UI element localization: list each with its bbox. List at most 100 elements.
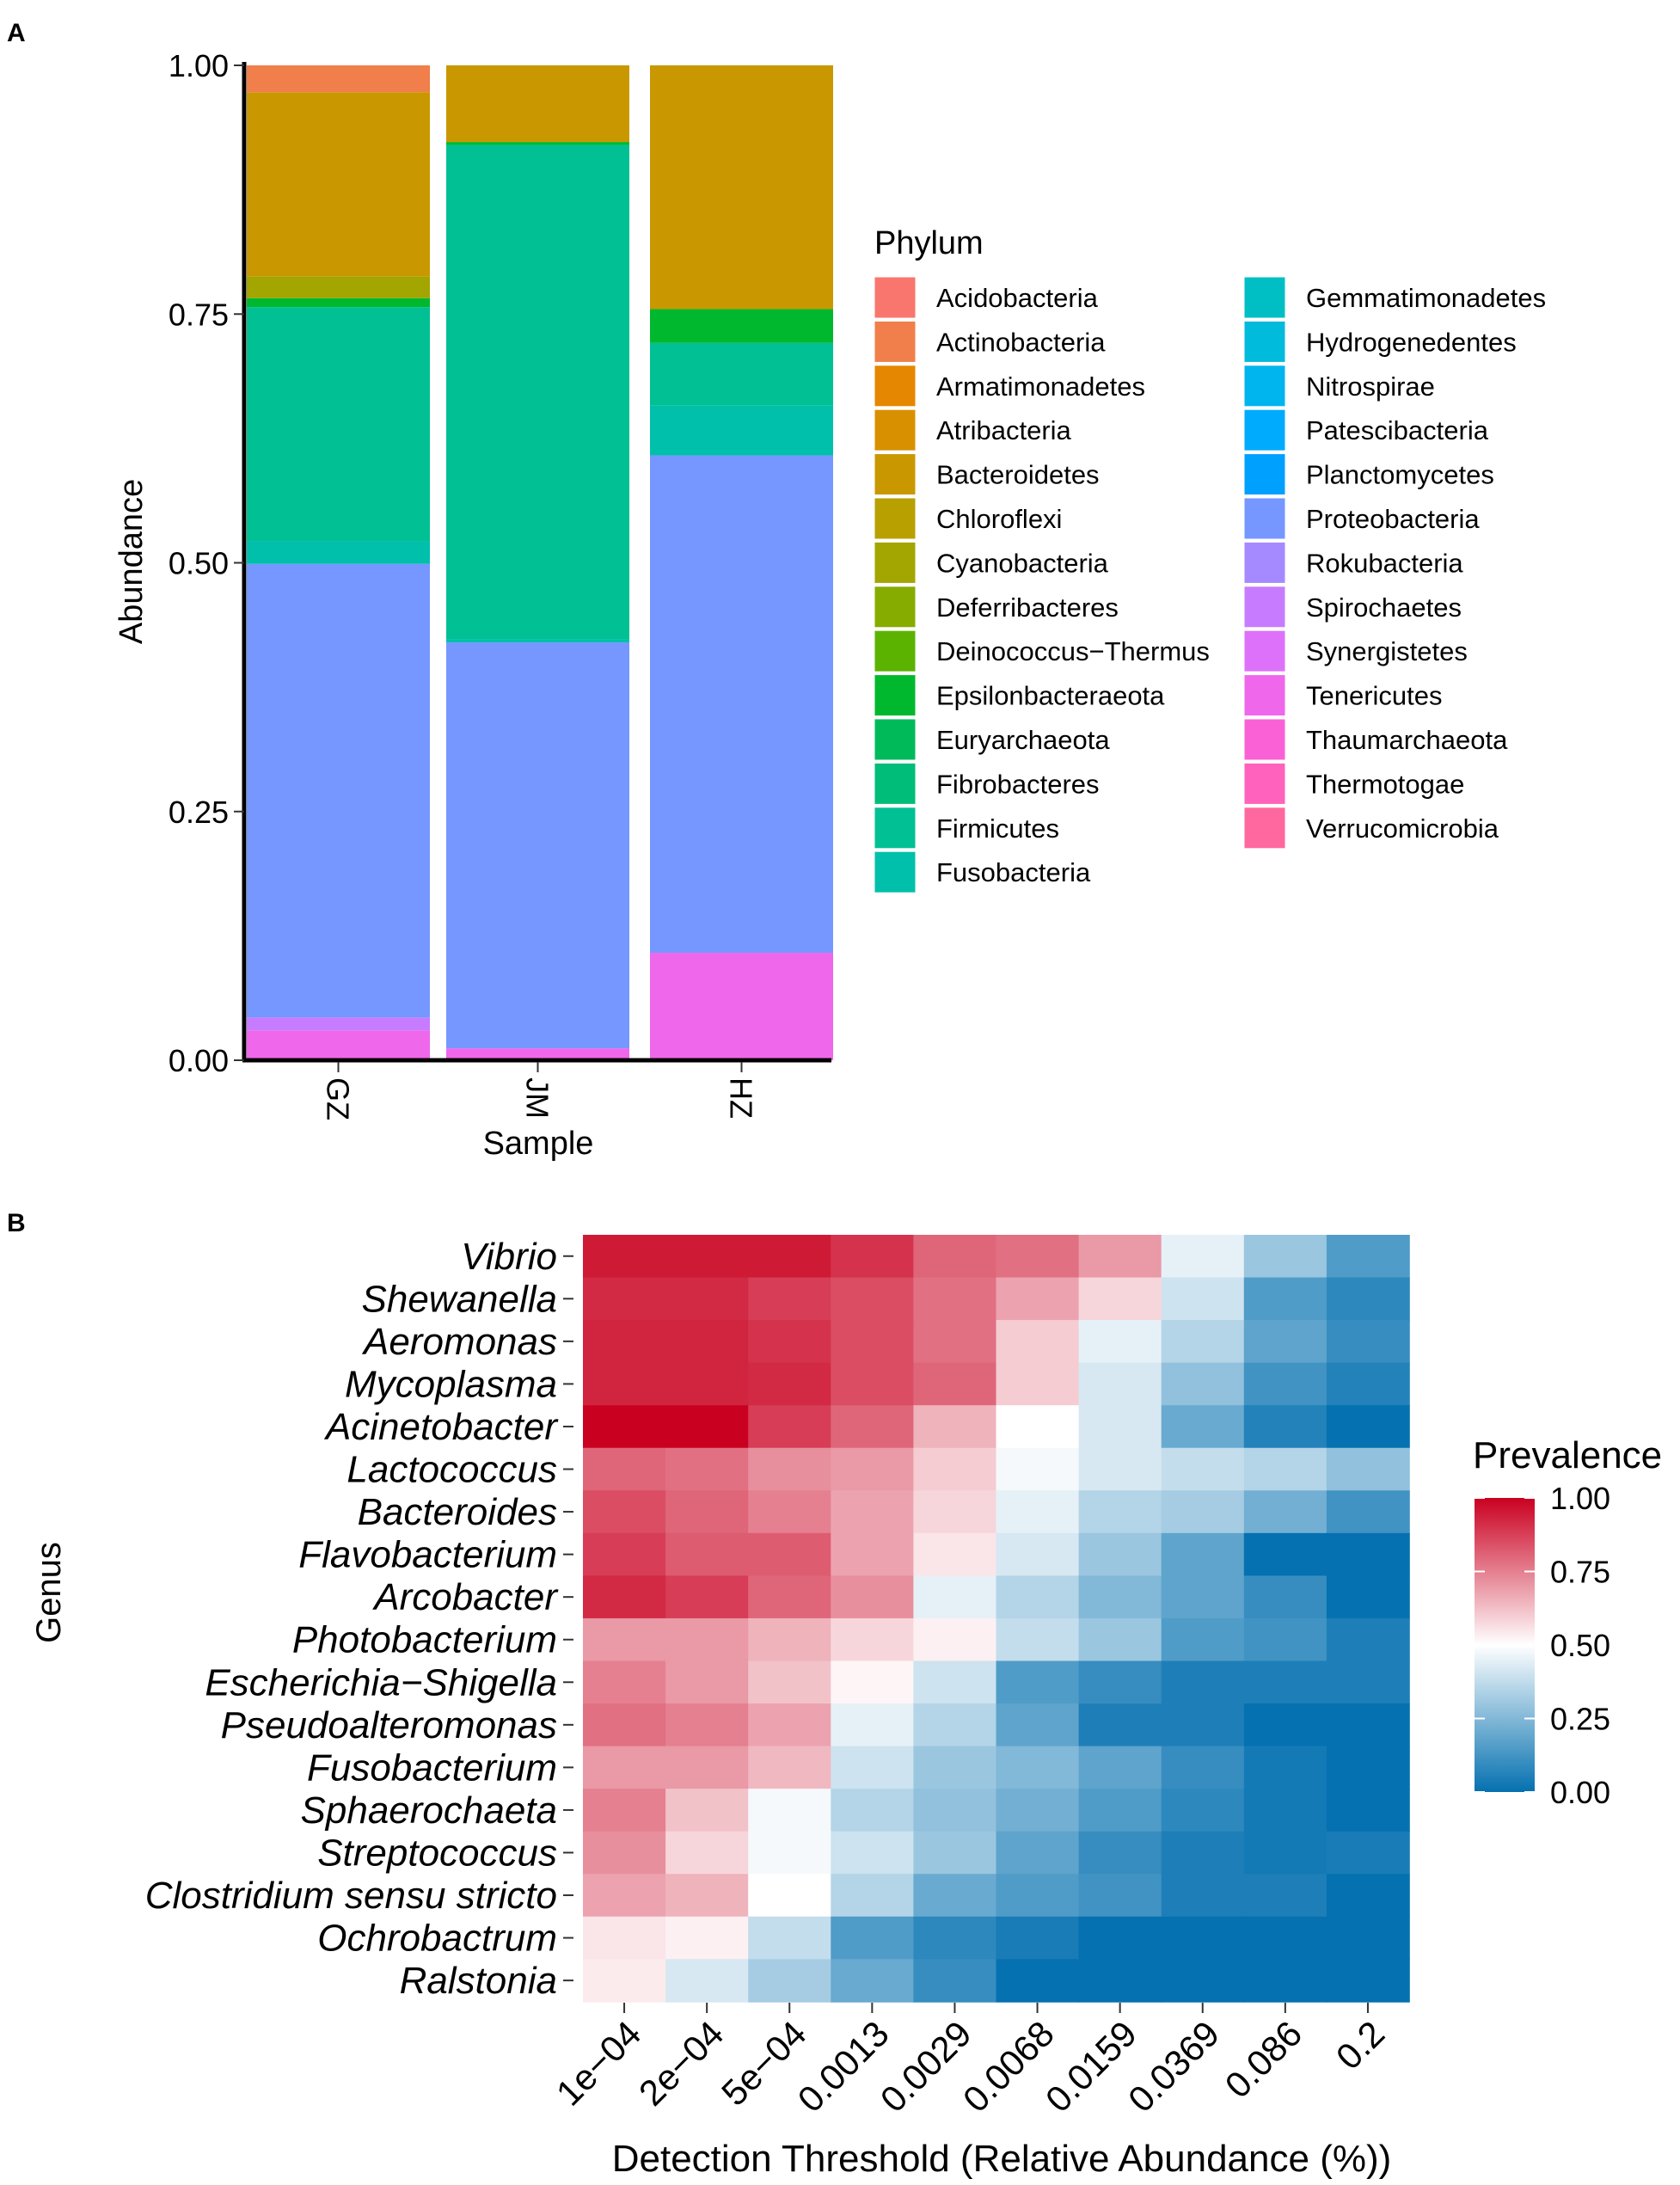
heatmap-cell	[583, 1959, 666, 2003]
heatmap-cell	[996, 1362, 1080, 1406]
heatmap-cell	[1243, 1746, 1327, 1789]
heatmap-cell	[665, 1874, 749, 1918]
y-tick-label: 0.50	[169, 546, 229, 581]
legend-key	[1243, 408, 1286, 451]
y-tick-label: 1.00	[169, 48, 229, 83]
legend-key	[874, 718, 917, 761]
threshold-label: 0.086	[1217, 2013, 1310, 2106]
heatmap-cell	[996, 1532, 1080, 1577]
heatmap-cell	[665, 1746, 749, 1789]
genus-label: Arcobacter	[371, 1576, 559, 1618]
heatmap-cell	[1078, 1235, 1162, 1279]
heatmap-cell	[996, 1617, 1080, 1662]
heatmap-cell	[748, 1277, 832, 1321]
heatmap-cell	[1243, 1447, 1327, 1492]
heatmap-cell	[913, 1789, 997, 1832]
heatmap-cell	[831, 1447, 915, 1492]
heatmap-cell	[1326, 1660, 1410, 1704]
colorbar-label: 0.25	[1550, 1702, 1610, 1737]
heatmap-cell	[665, 1660, 749, 1704]
heatmap-cell	[1078, 1916, 1162, 1961]
genus-label: Photobacterium	[292, 1619, 557, 1661]
bar-segment-gz-proteobacteria	[247, 563, 430, 1018]
legend-key	[1243, 762, 1286, 805]
heatmap-cell	[665, 1362, 749, 1406]
heatmap-cell	[996, 1575, 1080, 1619]
heatmap-cell	[748, 1362, 832, 1406]
genus-label: Ralstonia	[400, 1960, 557, 2002]
heatmap-cell	[996, 1789, 1080, 1832]
heatmap-cell	[1326, 1235, 1410, 1279]
legend-title: Prevalence	[1473, 1434, 1662, 1476]
heatmap-cell	[1326, 1405, 1410, 1449]
threshold-label: 1e−04	[549, 2013, 649, 2114]
legend-label: Rokubacteria	[1306, 548, 1463, 578]
heatmap-cell	[831, 1320, 915, 1364]
heatmap-cell	[1161, 1405, 1245, 1449]
heatmap-cell	[665, 1575, 749, 1619]
legend-key	[1243, 629, 1286, 672]
heatmap-cell	[831, 1362, 915, 1406]
bar-segment-gz-epsilonbacteraeota	[247, 298, 430, 308]
heatmap-cell	[1161, 1617, 1245, 1662]
heatmap-cell	[583, 1362, 666, 1406]
heatmap-cell	[1243, 1916, 1327, 1961]
heatmap-cell	[996, 1959, 1080, 2003]
heatmap-chart: VibrioShewanellaAeromonasMycoplasmaAcine…	[30, 1235, 1662, 2180]
heatmap-cell	[748, 1874, 832, 1918]
legend-label: Chloroflexi	[936, 504, 1062, 534]
heatmap-cell	[1243, 1532, 1327, 1577]
heatmap-cell	[996, 1447, 1080, 1492]
heatmap-cell	[583, 1277, 666, 1321]
threshold-label: 0.0029	[873, 2013, 979, 2120]
threshold-label: 2e−04	[631, 2013, 732, 2114]
colorbar-label: 0.50	[1550, 1628, 1610, 1663]
legend-key	[874, 276, 917, 319]
heatmap-cell	[1161, 1916, 1245, 1961]
heatmap-cell	[913, 1916, 997, 1961]
heatmap-cell	[1161, 1874, 1245, 1918]
heatmap-cell	[748, 1575, 832, 1619]
heatmap-cell	[583, 1789, 666, 1832]
x-axis-title: Detection Threshold (Relative Abundance …	[612, 2138, 1392, 2180]
heatmap-cell	[1078, 1703, 1162, 1747]
legend-key	[874, 365, 917, 408]
heatmap-cell	[913, 1490, 997, 1534]
heatmap-cell	[1326, 1831, 1410, 1875]
heatmap-cell	[1161, 1320, 1245, 1364]
heatmap-cell	[748, 1959, 832, 2003]
legend-key	[1243, 497, 1286, 540]
heatmap-cell	[1243, 1831, 1327, 1875]
colorbar-label: 1.00	[1550, 1481, 1610, 1516]
heatmap-cell	[665, 1405, 749, 1449]
heatmap-cell	[748, 1831, 832, 1875]
legend-key	[874, 762, 917, 805]
heatmap-cell	[1326, 1532, 1410, 1577]
legend-label: Bacteroidetes	[936, 460, 1100, 490]
genus-label: Streptococcus	[317, 1832, 557, 1874]
bar-segment-hz-bacteroidetes	[650, 65, 833, 310]
bar-segment-gz-bacteroidetes	[247, 92, 430, 277]
heatmap-cell	[665, 1277, 749, 1321]
heatmap-cell	[913, 1831, 997, 1875]
heatmap-cell	[748, 1789, 832, 1832]
legend-key	[1243, 674, 1286, 717]
legend-key	[874, 807, 917, 850]
heatmap-cell	[1243, 1320, 1327, 1364]
heatmap-cell	[913, 1362, 997, 1406]
heatmap-cell	[583, 1660, 666, 1704]
heatmap-cell	[996, 1831, 1080, 1875]
x-axis-title: Sample	[483, 1126, 594, 1162]
threshold-label: 0.0068	[955, 2013, 1062, 2120]
heatmap-cell	[831, 1916, 915, 1961]
panel-a-label: A	[7, 19, 26, 47]
bar-segment-gz-tenericutes	[247, 1030, 430, 1060]
heatmap-cell	[1078, 1746, 1162, 1789]
heatmap-cell	[831, 1575, 915, 1619]
legend-label: Verrucomicrobia	[1306, 813, 1499, 844]
legend-label: Synergistetes	[1306, 636, 1468, 666]
heatmap-cell	[1078, 1959, 1162, 2003]
genus-label: Clostridium sensu stricto	[145, 1875, 557, 1917]
legend-label: Proteobacteria	[1306, 504, 1480, 534]
legend-label: Actinobacteria	[936, 327, 1106, 357]
